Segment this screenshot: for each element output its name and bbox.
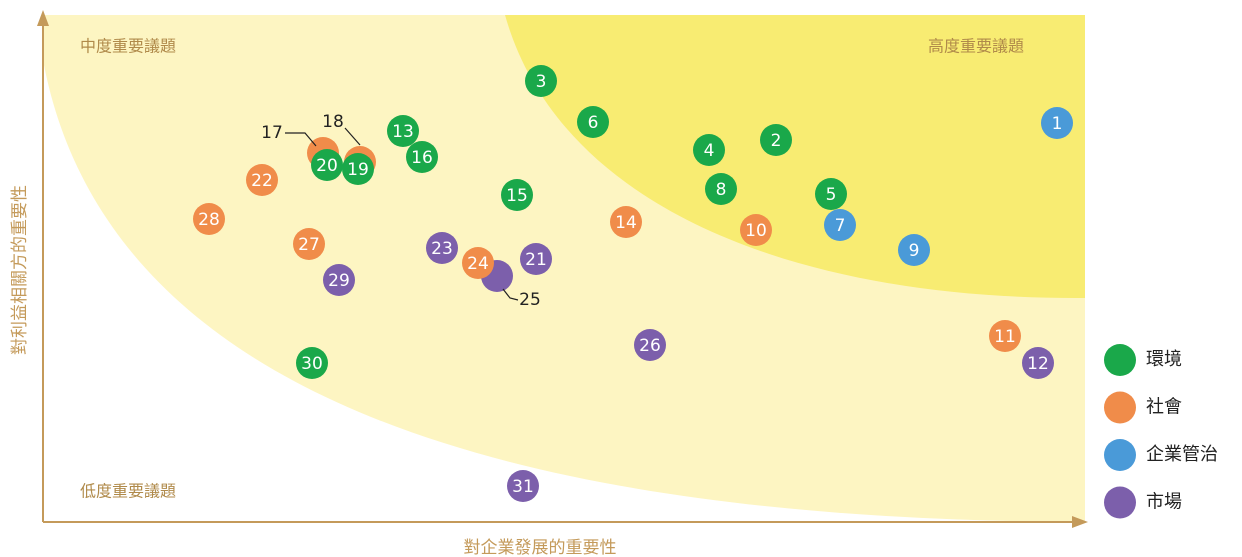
node-label: 15 [506,186,528,206]
node [323,264,355,296]
node-label: 20 [316,156,338,176]
node-label: 29 [328,271,350,291]
node [693,134,725,166]
legend-label: 環境 [1146,349,1182,370]
node [426,232,458,264]
node [815,178,847,210]
node-label: 14 [615,213,637,233]
node [296,347,328,379]
y-arrow [37,10,49,26]
legend-label: 企業管治 [1146,444,1218,465]
legend-swatch [1104,391,1136,424]
node-label: 4 [704,141,715,161]
node-label: 1 [1052,114,1063,134]
node [1022,347,1054,379]
node [1041,107,1073,139]
quadrant-label: 中度重要議題 [80,37,176,56]
node-label: 7 [835,216,846,236]
node-label: 6 [588,113,599,133]
node-label: 16 [411,148,433,168]
node-label: 23 [431,239,453,259]
node [610,206,642,238]
node [246,164,278,196]
node-label: 22 [251,171,273,191]
node-label: 25 [519,290,541,310]
legend-label: 市場 [1146,492,1182,513]
node [898,234,930,266]
node-label: 31 [512,477,534,497]
leader-line [344,127,361,146]
node-label: 8 [716,180,727,200]
node-label: 10 [745,221,767,241]
node-label: 19 [347,160,369,180]
node [293,228,325,260]
node-label: 12 [1027,354,1049,374]
leader-line [502,288,519,301]
node [634,329,666,361]
node [520,243,552,275]
node-label: 26 [639,336,661,356]
x-arrow [1072,516,1088,528]
node [342,153,374,185]
node [824,209,856,241]
node-label: 27 [298,235,320,255]
node [311,149,343,181]
node-label: 18 [322,112,344,132]
node-label: 3 [536,72,547,92]
node [501,179,533,211]
node [387,115,419,147]
leader-line [285,132,317,147]
node-label: 17 [261,123,283,143]
node [406,141,438,173]
node-label: 2 [771,131,782,151]
node [740,214,772,246]
node [577,106,609,138]
node [193,203,225,235]
legend-swatch [1104,439,1136,471]
node-label: 9 [909,241,920,261]
node-label: 11 [994,327,1016,347]
x-axis-label: 對企業發展的重要性 [464,538,617,557]
node [989,320,1021,352]
quadrant-label: 高度重要議題 [928,37,1024,56]
legend-swatch [1104,486,1136,519]
legend-swatch [1104,344,1136,376]
node-label: 21 [525,250,547,270]
node-label: 30 [301,354,323,374]
quadrant-label: 低度重要議題 [80,482,176,501]
node [507,470,539,502]
node [705,173,737,205]
high-zone [505,15,1085,299]
node [525,65,557,97]
legend-label: 社會 [1146,397,1182,418]
y-axis-label: 對利益相關方的重要性 [10,185,30,355]
node [760,124,792,156]
node-label: 24 [467,254,489,274]
node [462,247,494,279]
node-label: 28 [198,210,220,230]
node-label: 5 [826,185,837,205]
node-label: 13 [392,122,414,142]
